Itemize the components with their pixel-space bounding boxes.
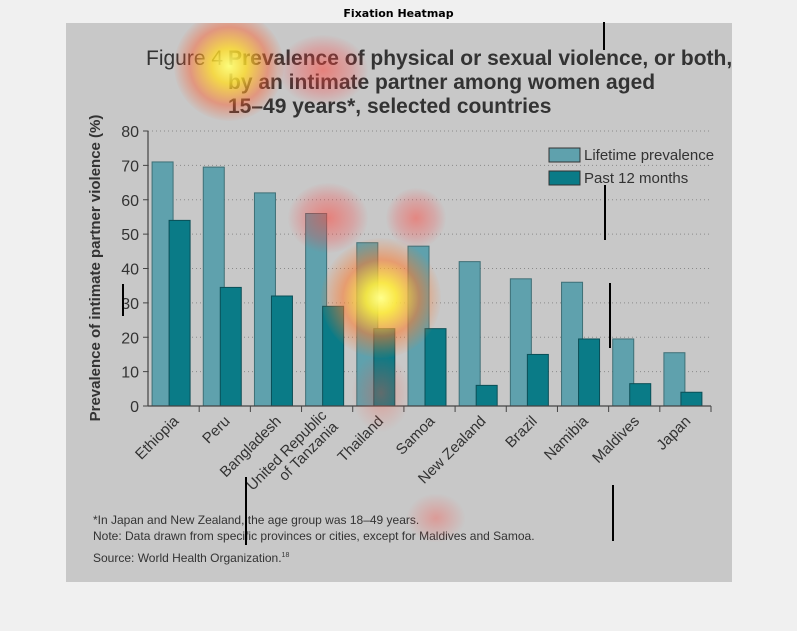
bar-past-12-months [475,384,498,407]
window-title: Fixation Heatmap [343,7,454,20]
legend: Lifetime prevalence Past 12 months [548,147,714,187]
y-tick-label: 80 [121,124,139,141]
bar-past-12-months [168,219,191,407]
y-tick-label: 30 [121,296,139,313]
footnotes: *In Japan and New Zealand, the age group… [93,513,535,565]
bar-past-12-months [322,305,345,407]
gaze-marker [603,22,605,50]
x-tick-label: Japan [653,413,694,454]
y-tick-label: 0 [130,399,139,416]
footnote-1: *In Japan and New Zealand, the age group… [93,513,419,527]
figure-label: Figure 4 [146,47,223,70]
bar-past-12-months [270,295,293,407]
gaze-marker [604,185,606,240]
bar-past-12-months [680,391,703,407]
figure-title-line-3: 15–49 years*, selected countries [228,95,551,118]
x-tick-label: Thailand [334,413,387,466]
heatmap-axes: Figure 4 Prevalence of physical or sexua… [66,23,732,582]
gaze-marker [609,283,611,348]
source-note: Source: World Health Organization.18 [93,551,289,565]
y-tick-label: 10 [121,365,139,382]
bar-past-12-months [219,286,242,407]
figure-title: Figure 4 Prevalence of physical or sexua… [146,47,732,118]
x-tick-label: Peru [199,413,233,447]
y-tick-label: 40 [121,262,139,279]
x-tick-label: Maldives [589,413,643,467]
bar-past-12-months [629,383,652,407]
x-tick-label: Namibia [541,412,592,463]
gaze-marker [245,477,247,545]
x-tick-label: United Republicof Tanzania [243,407,342,506]
footnote-2: Note: Data drawn from specific provinces… [93,529,535,543]
gaze-marker [612,485,614,541]
figure-title-line-1: Prevalence of physical or sexual violenc… [228,47,732,70]
x-tick-label: Samoa [393,412,439,458]
gaze-marker [122,284,124,316]
bar-past-12-months [424,328,447,407]
bar-past-12-months [526,353,549,407]
y-axis-label: Prevalence of intimate partner violence … [87,115,104,422]
y-tick-label: 50 [121,227,139,244]
bar-past-12-months [373,328,396,407]
legend-swatch [548,147,581,163]
x-tick-label: Brazil [502,413,541,452]
bars [151,161,703,407]
y-tick-label: 20 [121,330,139,347]
figure-title-line-2: by an intimate partner among women aged [228,71,655,94]
y-tick-label: 60 [121,193,139,210]
bar-lifetime [458,261,481,407]
bar-past-12-months [578,338,601,407]
y-axis: 0 10 20 30 40 50 60 70 80 [121,124,149,416]
legend-label: Past 12 months [584,170,688,187]
legend-swatch [548,170,581,186]
x-tick-label: Ethiopia [132,412,183,463]
y-tick-label: 70 [121,158,139,175]
legend-label: Lifetime prevalence [584,147,714,164]
figure-svg: Figure 4 Prevalence of physical or sexua… [87,47,732,565]
